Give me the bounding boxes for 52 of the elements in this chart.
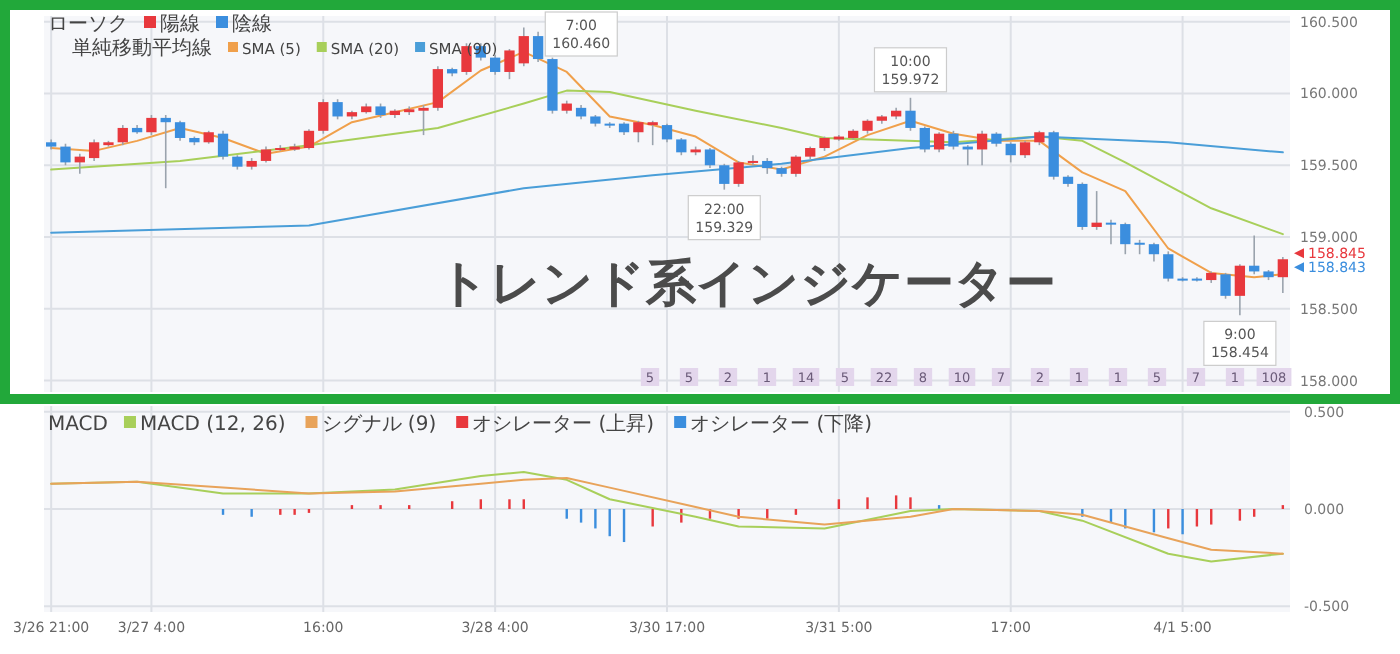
candlestick: [217, 130, 229, 161]
candlestick: [719, 163, 730, 191]
candlestick: [1077, 181, 1088, 231]
candlestick: [933, 131, 945, 154]
candlestick: [1005, 141, 1016, 164]
candlestick: [1091, 190, 1102, 231]
candlestick: [332, 98, 343, 121]
candlestick: [117, 124, 128, 146]
candlestick: [948, 130, 959, 151]
candlestick: [976, 130, 988, 167]
candlestick: [1220, 272, 1231, 300]
candlestick: [647, 119, 658, 146]
candlestick: [1163, 250, 1174, 283]
candlestick: [790, 154, 802, 178]
candlestick: [432, 65, 444, 112]
legend-label: オシレーター (上昇): [472, 412, 655, 436]
candlestick: [1105, 218, 1117, 245]
candlestick: [1148, 241, 1160, 263]
line-series: [50, 89, 1284, 236]
candlestick: [1234, 263, 1246, 317]
legend-label: シグナル (9): [321, 414, 437, 436]
candlestick: [60, 142, 71, 167]
candlestick: [704, 147, 716, 169]
candlestick: [518, 26, 529, 68]
candlestick: [633, 119, 644, 144]
candlestick: [661, 122, 673, 144]
candlestick: [88, 138, 100, 162]
annotation: 単純移動平均線: [72, 36, 212, 60]
candlestick: [1048, 130, 1059, 181]
candlestick: [318, 98, 329, 135]
candlestick: [733, 160, 744, 188]
candlestick: [146, 114, 157, 136]
candlestick: [174, 119, 186, 142]
annotation: 陽線: [160, 14, 200, 36]
candlestick: [489, 53, 501, 76]
candlestick: [919, 125, 930, 154]
legend-label: オシレーター (下降): [690, 412, 873, 436]
line-series: [50, 135, 1284, 234]
candlestick: [160, 114, 171, 190]
text: トレンド系インジケーター: [438, 254, 1056, 312]
candlestick: [905, 97, 916, 132]
legend-title: ローソク: [48, 14, 128, 36]
candlestick: [303, 128, 315, 151]
candlestick: [504, 48, 515, 80]
candlestick: [1277, 256, 1288, 294]
legend-title: MACD: [48, 414, 109, 436]
legend-label: MACD (12, 26): [139, 414, 286, 436]
candlestick: [532, 30, 544, 63]
candlestick: [418, 104, 429, 136]
candlestick: [747, 154, 759, 167]
candlestick: [1120, 221, 1131, 256]
annotation: 陰線: [232, 12, 272, 36]
